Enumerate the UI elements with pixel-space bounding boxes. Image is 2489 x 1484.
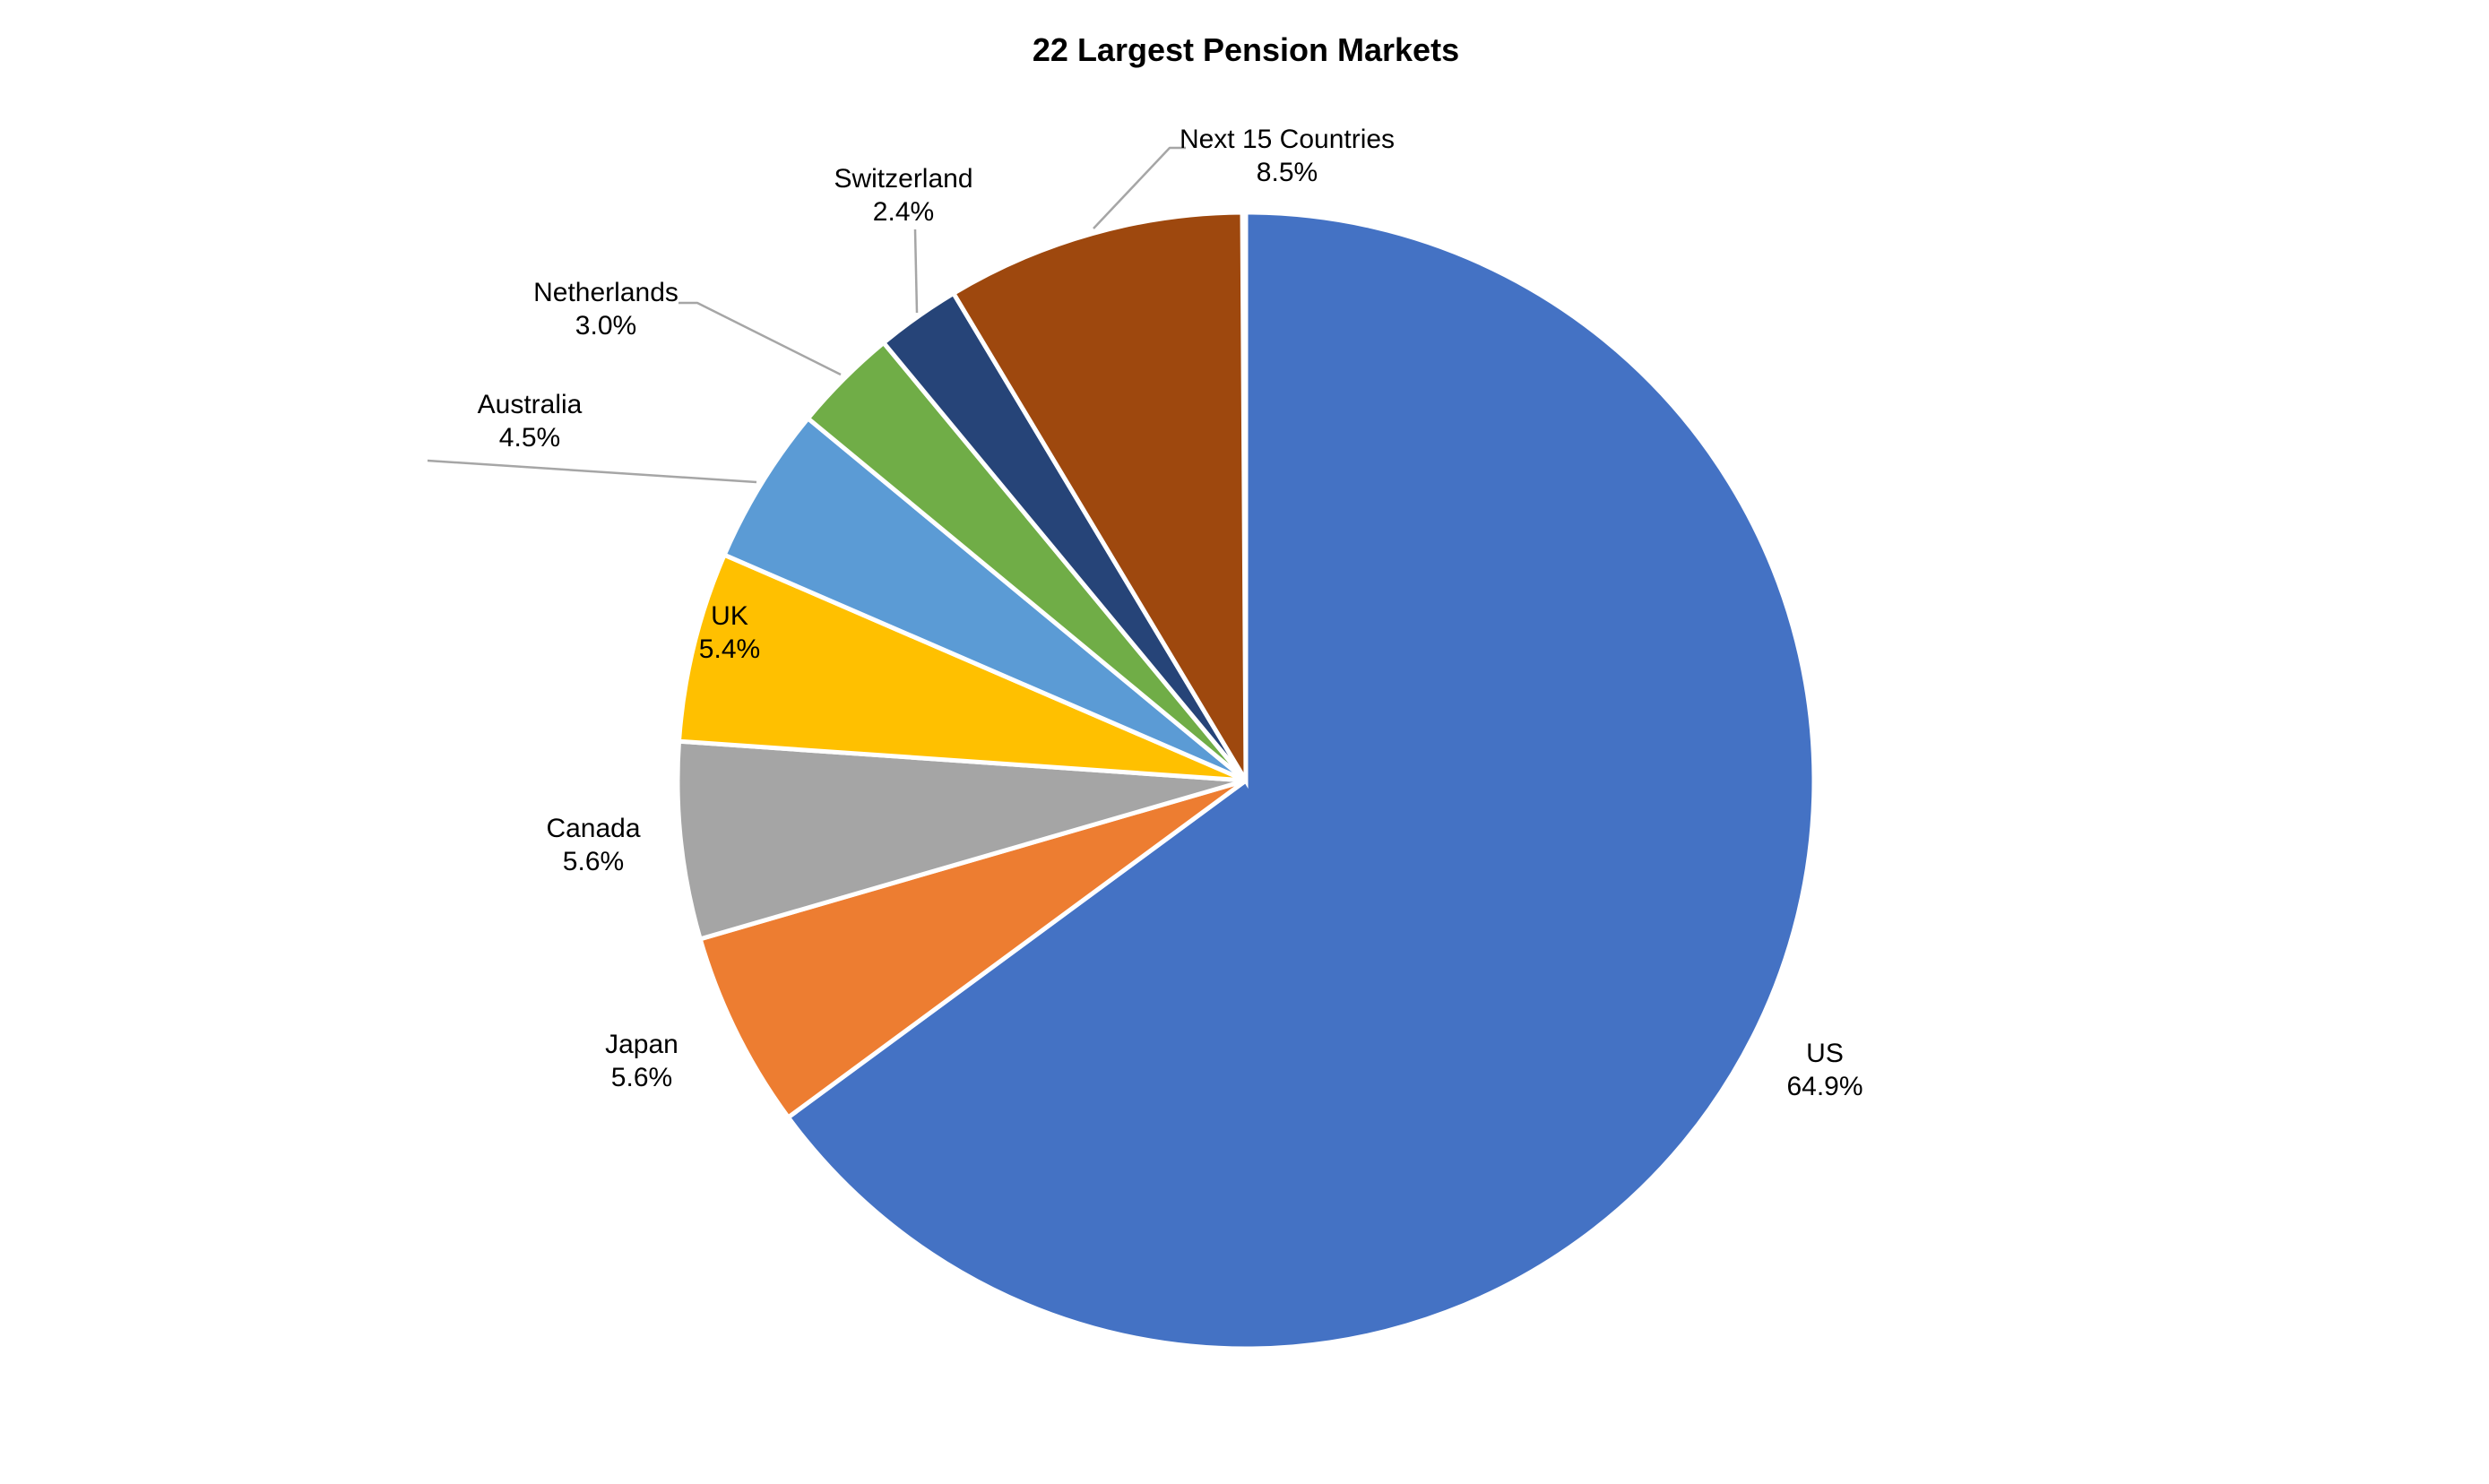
chart-title: 22 Largest Pension Markets: [1032, 31, 1460, 68]
leader-line-next-15-countries: [1093, 146, 1186, 229]
slice-label-value: 4.5%: [498, 423, 561, 453]
slice-label-name: Netherlands: [533, 278, 678, 307]
slice-label-name: Australia: [477, 390, 583, 419]
slice-label-value: 5.6%: [610, 1063, 673, 1092]
slice-label-name: US: [1806, 1039, 1844, 1068]
pie-slice-canada: [675, 738, 1247, 942]
slice-label-uk: UK 5.4%: [699, 600, 760, 666]
slice-label-value: 64.9%: [1786, 1072, 1863, 1101]
pie-slices: [675, 210, 1817, 1351]
slice-label-australia: Australia 4.5%: [478, 388, 583, 454]
slice-label-name: Next 15 Countries: [1179, 125, 1396, 154]
slice-label-netherlands: Netherlands 3.0%: [533, 276, 678, 342]
slice-label-value: 3.0%: [575, 311, 637, 341]
slice-label-canada: Canada 5.6%: [546, 812, 640, 878]
slice-label-us: US 64.9%: [1786, 1037, 1862, 1103]
slice-label-value: 8.5%: [1256, 158, 1318, 187]
slice-label-switzerland: Switzerland 2.4%: [834, 162, 972, 229]
slice-label-name: UK: [711, 601, 748, 631]
pie-slice-us: [784, 210, 1817, 1351]
slice-label-value: 5.6%: [562, 847, 625, 876]
slice-label-value: 2.4%: [872, 197, 935, 227]
slice-label-name: Switzerland: [834, 164, 973, 194]
pie-slice-japan: [697, 778, 1248, 1121]
pie-slice-next-15-countries: [950, 210, 1249, 789]
slice-label-name: Canada: [546, 814, 641, 843]
leader-line-switzerland: [913, 229, 919, 314]
leader-line-netherlands: [678, 301, 842, 376]
slice-label-name: Japan: [605, 1030, 678, 1059]
slice-label-next-15-countries: Next 15 Countries 8.5%: [1180, 123, 1395, 189]
pie-slice-uk: [676, 551, 1247, 783]
leader-line-australia: [427, 459, 757, 484]
slice-label-value: 5.4%: [698, 634, 761, 664]
slice-label-japan: Japan 5.6%: [605, 1028, 678, 1094]
leader-lines: [427, 146, 1186, 484]
pie-slice-australia: [721, 415, 1248, 783]
